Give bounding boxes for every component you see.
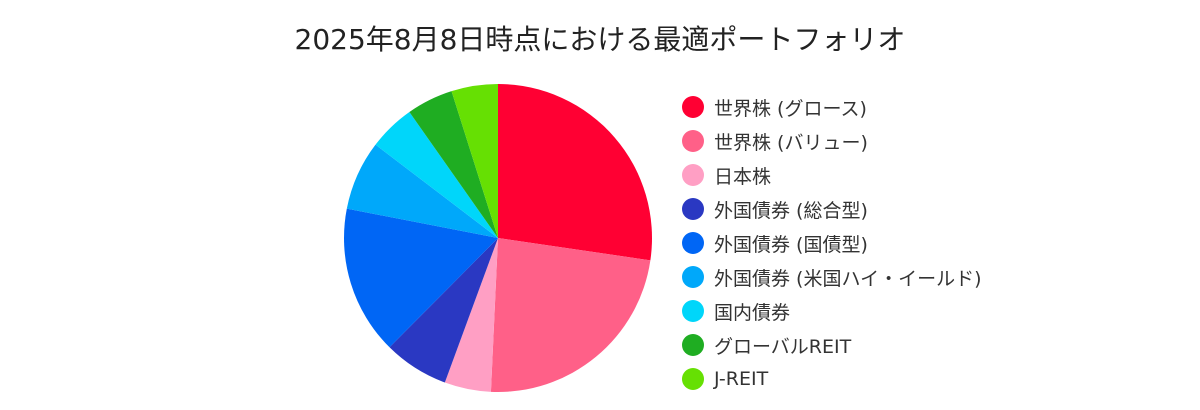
pie-slice-2 <box>490 238 651 393</box>
legend-swatch <box>682 300 704 322</box>
legend-item-7: 国内債券 <box>682 294 1182 328</box>
legend: 世界株 (グロース) 世界株 (バリュー) 日本株外国債券 (総合型) 外国債券 (国… <box>682 90 1182 396</box>
legend-label: 世界株 (グロース) <box>714 97 867 120</box>
pie-slice-1 <box>498 84 652 261</box>
legend-swatch <box>682 266 704 288</box>
pie-slice-8 <box>409 91 498 239</box>
legend-item-4: 外国債券 (総合型) <box>682 192 1182 226</box>
pie-chart <box>344 84 652 393</box>
legend-swatch <box>682 96 704 118</box>
legend-item-6: 外国債券 (米国ハイ・イールド) <box>682 260 1182 294</box>
legend-label: 日本株 <box>714 165 772 188</box>
pie-slice-7 <box>375 112 498 238</box>
legend-swatch <box>682 164 704 186</box>
legend-item-3: 日本株 <box>682 158 1182 192</box>
pie-slice-9 <box>451 84 498 238</box>
legend-label: J-REIT <box>714 368 769 390</box>
legend-label: 外国債券 (総合型) <box>714 199 868 222</box>
legend-item-8: グローバルREIT <box>682 328 1182 362</box>
legend-label: 世界株 (バリュー) <box>714 131 868 154</box>
pie-slice-6 <box>346 144 498 238</box>
legend-label: 外国債券 (米国ハイ・イールド) <box>714 267 982 290</box>
pie-slice-5 <box>344 208 498 348</box>
legend-item-2: 世界株 (バリュー) <box>682 124 1182 158</box>
chart-title: 2025年8月8日時点における最適ポートフォリオ <box>294 23 906 56</box>
legend-swatch <box>682 334 704 356</box>
legend-item-9: J-REIT <box>682 362 1182 396</box>
pie-slice-3 <box>444 238 498 392</box>
legend-swatch <box>682 130 704 152</box>
legend-swatch <box>682 232 704 254</box>
legend-label: 国内債券 <box>714 301 791 324</box>
legend-label: グローバルREIT <box>714 335 852 358</box>
legend-label: 外国債券 (国債型) <box>714 233 868 256</box>
pie-slice-4 <box>389 238 498 383</box>
legend-swatch <box>682 198 704 220</box>
legend-swatch <box>682 368 704 390</box>
legend-item-5: 外国債券 (国債型) <box>682 226 1182 260</box>
legend-item-1: 世界株 (グロース) <box>682 90 1182 124</box>
